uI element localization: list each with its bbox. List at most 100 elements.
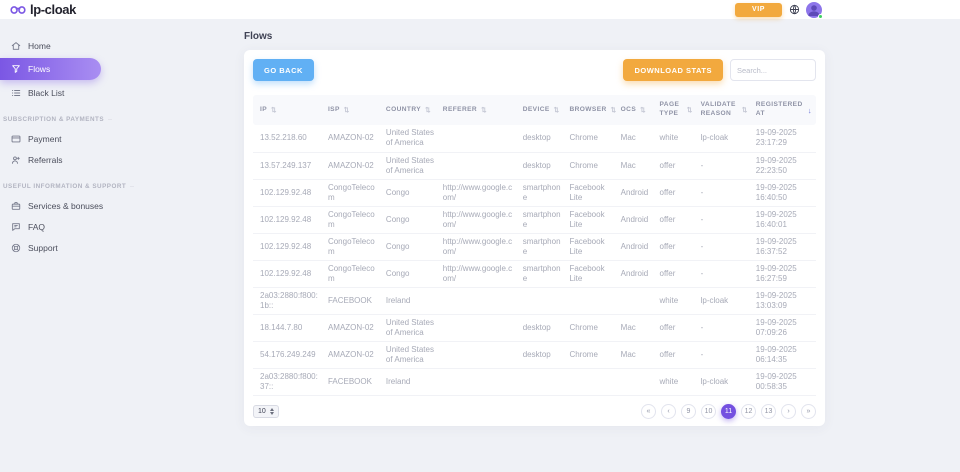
pagination-page-10-button[interactable]: 10 bbox=[701, 403, 716, 419]
sort-icon: ⇅ bbox=[610, 107, 617, 114]
table-cell: United States of America bbox=[381, 152, 439, 180]
table-cell: white bbox=[655, 125, 697, 153]
home-icon bbox=[11, 41, 21, 50]
sidebar-item-black-list[interactable]: Black List bbox=[0, 82, 244, 103]
table-cell: 102.129.92.48 bbox=[253, 233, 324, 261]
brand-logo[interactable]: lp-cloak bbox=[10, 2, 76, 17]
table-cell: 13.57.249.137 bbox=[253, 152, 324, 180]
table-cell bbox=[518, 287, 566, 315]
sidebar-item-support[interactable]: Support bbox=[0, 237, 244, 258]
table-row: 102.129.92.48 CongoTelecom Congo http://www… bbox=[253, 233, 816, 261]
vip-button[interactable]: VIP bbox=[735, 2, 782, 17]
briefcase-icon bbox=[11, 201, 21, 210]
table-cell bbox=[565, 287, 617, 315]
table-cell: FACEBOOK bbox=[323, 287, 382, 315]
table-cell: lp-cloak bbox=[696, 368, 752, 396]
column-header-validate-reason[interactable]: VALIDATE REASON ⇅ bbox=[696, 95, 752, 125]
sort-icon: ⇅ bbox=[741, 107, 748, 114]
pagination-next-button[interactable]: › bbox=[781, 403, 796, 419]
flows-table: IP ⇅ ISP ⇅ COUNTRY ⇅ REFERER ⇅ DEVICE ⇅ BROWSER ⇅ OC… bbox=[253, 95, 816, 396]
sort-icon: ⇅ bbox=[640, 107, 647, 114]
pagination-page-12-button[interactable]: 12 bbox=[741, 403, 756, 419]
table-cell: United States of America bbox=[381, 341, 439, 369]
column-label: IP bbox=[260, 105, 268, 113]
sort-icon: ⇅ bbox=[271, 107, 277, 114]
card-toolbar: GO BACK DOWNLOAD STATS bbox=[253, 59, 816, 81]
sidebar-item-label: FAQ bbox=[28, 221, 46, 232]
table-cell: 2a03:2880:f800:37:: bbox=[253, 368, 324, 396]
table-row: 18.144.7.80 AMAZON-02 United States of Ame… bbox=[253, 314, 816, 342]
mask-icon bbox=[10, 5, 26, 14]
table-cell: 19-09-2025 23:17:29 bbox=[751, 125, 816, 153]
pagination-last-button[interactable]: » bbox=[801, 403, 816, 419]
table-cell: Congo bbox=[381, 260, 439, 288]
table-cell: 102.129.92.48 bbox=[253, 260, 324, 288]
table-cell bbox=[438, 341, 519, 369]
pagination-page-13-button[interactable]: 13 bbox=[761, 403, 776, 419]
column-header-ocs[interactable]: OCS ⇅ bbox=[616, 95, 656, 125]
table-row: 102.129.92.48 CongoTelecom Congo http://www… bbox=[253, 260, 816, 288]
sidebar-item-label: Payment bbox=[28, 133, 62, 144]
sort-icon: ⇅ bbox=[553, 107, 560, 114]
column-header-browser[interactable]: BROWSER ⇅ bbox=[565, 95, 617, 125]
download-stats-button[interactable]: DOWNLOAD STATS bbox=[623, 59, 723, 81]
column-label: PAGE TYPE bbox=[659, 101, 680, 117]
table-cell: Mac bbox=[616, 152, 656, 180]
sidebar-item-referrals[interactable]: Referrals bbox=[0, 149, 244, 170]
language-globe-icon[interactable] bbox=[789, 4, 800, 15]
sidebar-item-faq[interactable]: FAQ bbox=[0, 216, 244, 237]
table-cell: desktop bbox=[518, 341, 566, 369]
table-cell: 19-09-2025 16:40:01 bbox=[751, 206, 816, 234]
pagination: « ‹ 9 10 11 12 13 › » bbox=[641, 403, 816, 419]
table-cell bbox=[438, 152, 519, 180]
table-cell: Facebook Lite bbox=[565, 260, 617, 288]
column-header-page-type[interactable]: PAGE TYPE ⇅ bbox=[655, 95, 697, 125]
table-cell: Ireland bbox=[381, 287, 439, 315]
table-cell: Congo bbox=[381, 179, 439, 207]
sidebar-item-payment[interactable]: Payment bbox=[0, 128, 244, 149]
column-header-registered-at[interactable]: REGISTERED AT ↓ bbox=[751, 95, 816, 125]
table-cell: lp-cloak bbox=[696, 125, 752, 153]
table-row: 13.57.249.137 AMAZON-02 United States of A… bbox=[253, 152, 816, 180]
column-header-country[interactable]: COUNTRY ⇅ bbox=[381, 95, 439, 125]
sidebar-item-services-bonuses[interactable]: Services & bonuses bbox=[0, 195, 244, 216]
table-cell bbox=[565, 368, 617, 396]
pagination-page-9-button[interactable]: 9 bbox=[681, 403, 696, 419]
table-body: 13.52.218.60 AMAZON-02 United States of Am… bbox=[253, 125, 816, 396]
column-label: REFERER bbox=[442, 105, 478, 113]
sidebar-item-label: Home bbox=[28, 40, 51, 51]
user-avatar[interactable] bbox=[806, 1, 823, 19]
column-header-referer[interactable]: REFERER ⇅ bbox=[438, 95, 519, 125]
column-header-device[interactable]: DEVICE ⇅ bbox=[518, 95, 566, 125]
table-cell: 102.129.92.48 bbox=[253, 179, 324, 207]
sidebar-item-flows[interactable]: Flows bbox=[0, 58, 101, 80]
pagination-prev-button[interactable]: ‹ bbox=[661, 403, 676, 419]
table-cell: 19-09-2025 13:03:09 bbox=[751, 287, 816, 315]
table-cell: 54.176.249.249 bbox=[253, 341, 324, 369]
table-cell: http://www.google.com/ bbox=[438, 179, 519, 207]
sort-icon: ⇅ bbox=[425, 107, 431, 114]
table-cell: offer bbox=[655, 206, 697, 234]
table-cell: Facebook Lite bbox=[565, 206, 617, 234]
table-cell: - bbox=[696, 341, 752, 369]
sidebar-item-label: Services & bonuses bbox=[28, 200, 104, 211]
table-cell bbox=[616, 368, 656, 396]
table-cell: 19-09-2025 00:58:35 bbox=[751, 368, 816, 396]
pagination-first-button[interactable]: « bbox=[641, 403, 656, 419]
column-header-isp[interactable]: ISP ⇅ bbox=[323, 95, 382, 125]
search-input[interactable] bbox=[730, 59, 816, 81]
pagination-page-11-button[interactable]: 11 bbox=[721, 403, 736, 419]
main-content: Flows GO BACK DOWNLOAD STATS IP⇅ISP⇅COUN… bbox=[244, 19, 960, 472]
go-back-button[interactable]: GO BACK bbox=[253, 59, 314, 81]
table-cell: Facebook Lite bbox=[565, 179, 617, 207]
column-label: REGISTERED AT bbox=[755, 101, 803, 117]
table-cell: smartphone bbox=[518, 206, 566, 234]
column-header-ip[interactable]: IP ⇅ bbox=[253, 95, 324, 125]
page-size-select[interactable]: 10 bbox=[253, 404, 279, 418]
sidebar-item-home[interactable]: Home bbox=[0, 35, 244, 56]
table-cell: CongoTelecom bbox=[323, 179, 382, 207]
online-status-dot bbox=[818, 13, 823, 19]
sidebar-item-label: Flows bbox=[28, 64, 51, 74]
card-footer: 10 « ‹ 9 10 11 12 13 › » bbox=[253, 403, 816, 419]
table-cell: smartphone bbox=[518, 179, 566, 207]
